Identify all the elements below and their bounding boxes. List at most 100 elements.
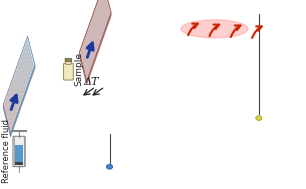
Polygon shape [92, 18, 99, 44]
Polygon shape [8, 89, 16, 120]
Polygon shape [83, 45, 90, 70]
Polygon shape [24, 43, 32, 74]
Polygon shape [22, 50, 30, 80]
Polygon shape [16, 67, 24, 98]
Polygon shape [88, 30, 95, 55]
Polygon shape [87, 13, 111, 84]
Polygon shape [14, 72, 22, 103]
Polygon shape [6, 94, 14, 125]
Text: Reference fluid: Reference fluid [2, 119, 11, 184]
Polygon shape [97, 6, 103, 32]
Polygon shape [12, 79, 20, 109]
Polygon shape [90, 24, 97, 50]
FancyBboxPatch shape [66, 60, 71, 64]
Polygon shape [82, 48, 89, 73]
Polygon shape [20, 62, 26, 87]
Text: ΔT: ΔT [84, 77, 99, 87]
Polygon shape [3, 105, 10, 137]
FancyBboxPatch shape [13, 136, 25, 167]
Polygon shape [21, 56, 28, 81]
Polygon shape [20, 57, 28, 87]
Polygon shape [12, 82, 19, 108]
Polygon shape [6, 96, 13, 127]
Polygon shape [4, 101, 12, 132]
Polygon shape [94, 15, 100, 41]
Bar [15, 162, 23, 165]
Polygon shape [17, 68, 24, 93]
Polygon shape [10, 88, 17, 114]
Polygon shape [24, 45, 32, 75]
Polygon shape [9, 86, 17, 116]
Polygon shape [89, 27, 96, 53]
Polygon shape [13, 79, 20, 105]
Polygon shape [8, 94, 14, 119]
Polygon shape [17, 64, 25, 94]
Polygon shape [5, 103, 11, 128]
Polygon shape [15, 69, 23, 99]
Polygon shape [19, 58, 27, 89]
Ellipse shape [181, 20, 248, 38]
Polygon shape [85, 39, 92, 64]
Polygon shape [25, 47, 31, 73]
Polygon shape [25, 41, 33, 72]
Polygon shape [81, 50, 88, 76]
Polygon shape [23, 46, 31, 77]
Polygon shape [95, 12, 101, 38]
Polygon shape [9, 88, 17, 118]
Polygon shape [6, 100, 13, 125]
Polygon shape [95, 9, 102, 35]
Polygon shape [7, 93, 15, 123]
Polygon shape [101, 0, 107, 20]
Polygon shape [91, 21, 98, 47]
Polygon shape [24, 50, 30, 75]
Polygon shape [23, 53, 29, 78]
Polygon shape [10, 82, 18, 113]
Ellipse shape [256, 116, 262, 120]
Polygon shape [23, 48, 31, 79]
Polygon shape [12, 77, 20, 108]
Polygon shape [84, 42, 91, 67]
Polygon shape [7, 97, 13, 122]
Polygon shape [13, 75, 21, 106]
Bar [15, 145, 23, 165]
Polygon shape [26, 44, 32, 70]
Polygon shape [79, 52, 87, 84]
Polygon shape [103, 0, 110, 14]
Polygon shape [18, 65, 25, 90]
Polygon shape [102, 0, 108, 17]
Polygon shape [21, 59, 27, 84]
Polygon shape [99, 1, 105, 26]
Polygon shape [26, 38, 34, 68]
Polygon shape [11, 85, 18, 111]
Polygon shape [18, 62, 26, 92]
Polygon shape [17, 65, 24, 96]
Polygon shape [21, 51, 29, 82]
Polygon shape [16, 70, 23, 96]
Polygon shape [27, 36, 35, 67]
Polygon shape [79, 0, 111, 81]
Polygon shape [100, 0, 106, 23]
Polygon shape [10, 65, 35, 137]
FancyBboxPatch shape [65, 58, 72, 62]
Polygon shape [26, 40, 34, 70]
Polygon shape [11, 81, 19, 111]
Polygon shape [20, 55, 28, 85]
Text: Sample: Sample [74, 52, 83, 85]
Polygon shape [13, 74, 21, 104]
Polygon shape [10, 84, 18, 115]
Polygon shape [5, 98, 13, 128]
Polygon shape [18, 60, 26, 91]
Polygon shape [87, 33, 94, 58]
Polygon shape [86, 36, 93, 61]
Polygon shape [15, 74, 22, 99]
Polygon shape [8, 91, 15, 121]
Polygon shape [98, 4, 104, 29]
Polygon shape [14, 76, 21, 102]
Polygon shape [5, 99, 12, 130]
Ellipse shape [106, 164, 113, 169]
Polygon shape [9, 91, 16, 117]
Polygon shape [21, 53, 29, 84]
Polygon shape [27, 41, 33, 67]
Polygon shape [3, 103, 11, 133]
Polygon shape [15, 70, 23, 101]
